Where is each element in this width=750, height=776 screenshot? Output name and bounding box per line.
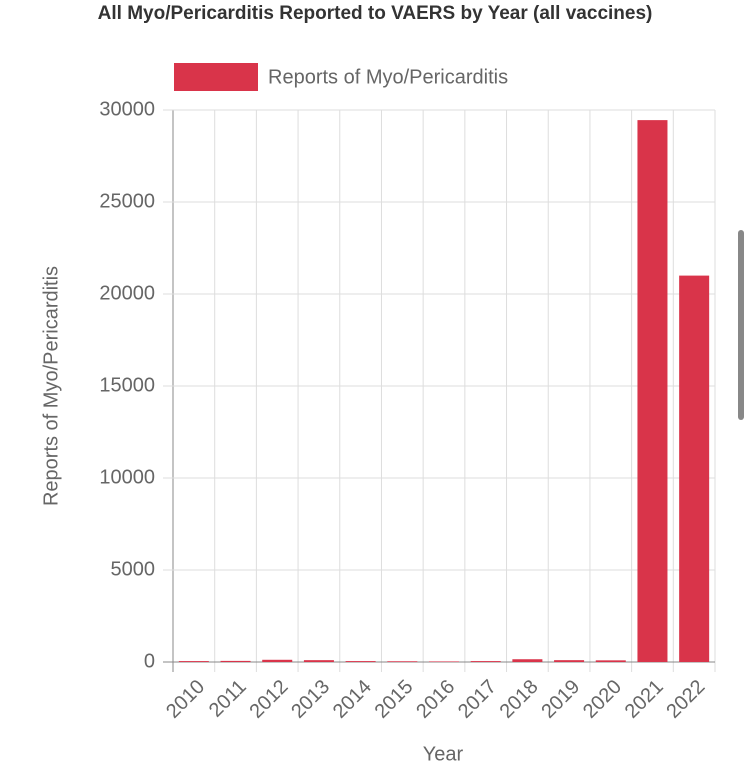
x-tick-label: 2018 bbox=[496, 676, 543, 723]
bar bbox=[387, 661, 418, 662]
y-tick-label: 20000 bbox=[99, 282, 155, 304]
x-tick-label: 2010 bbox=[162, 676, 209, 723]
x-tick-label: 2017 bbox=[454, 676, 501, 723]
y-tick-label: 25000 bbox=[99, 190, 155, 212]
x-tick-label: 2020 bbox=[579, 676, 626, 723]
y-tick-label: 30000 bbox=[99, 98, 155, 120]
bar bbox=[428, 661, 460, 662]
x-tick-label: 2015 bbox=[371, 676, 418, 723]
bar bbox=[220, 660, 251, 662]
y-tick-label: 0 bbox=[144, 650, 155, 672]
y-tick-label: 15000 bbox=[99, 374, 155, 396]
y-tick-label: 10000 bbox=[99, 466, 155, 488]
bar bbox=[512, 659, 543, 662]
bar bbox=[470, 661, 501, 662]
scrollbar bbox=[738, 230, 744, 420]
bar bbox=[303, 660, 334, 662]
bar bbox=[679, 275, 710, 662]
bar bbox=[554, 660, 585, 662]
x-tick-label: 2012 bbox=[245, 676, 292, 723]
bar bbox=[345, 661, 376, 662]
y-axis-title: Reports of Myo/Pericarditis bbox=[40, 266, 62, 506]
bar bbox=[178, 661, 209, 662]
bar bbox=[595, 660, 626, 662]
y-tick-label: 5000 bbox=[111, 558, 156, 580]
bar bbox=[262, 659, 293, 662]
chart-title: All Myo/Pericarditis Reported to VAERS b… bbox=[98, 3, 653, 24]
x-tick-label: 2022 bbox=[662, 676, 709, 723]
x-tick-label: 2021 bbox=[621, 676, 668, 723]
x-tick-label: 2011 bbox=[205, 676, 251, 722]
x-axis-title: Year bbox=[423, 743, 464, 765]
legend-swatch bbox=[174, 63, 258, 91]
x-tick-label: 2016 bbox=[412, 676, 459, 723]
x-tick-label: 2014 bbox=[329, 676, 376, 723]
x-tick-label: 2013 bbox=[287, 676, 334, 723]
bar bbox=[637, 120, 668, 663]
legend-label: Reports of Myo/Pericarditis bbox=[268, 66, 508, 88]
x-tick-label: 2019 bbox=[537, 676, 584, 723]
